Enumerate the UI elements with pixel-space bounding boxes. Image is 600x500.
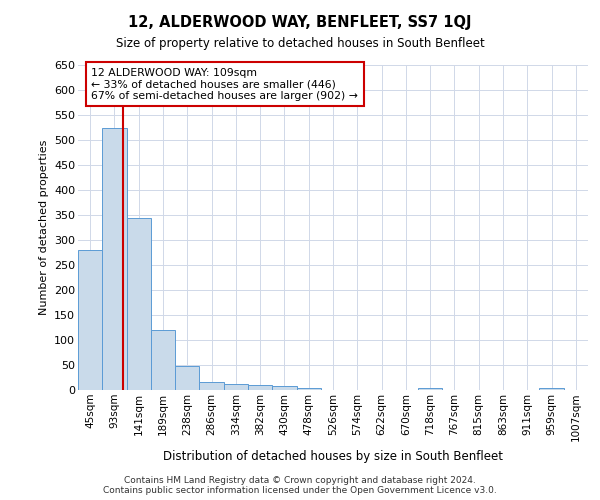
Text: Size of property relative to detached houses in South Benfleet: Size of property relative to detached ho…: [116, 38, 484, 51]
Bar: [151, 330, 175, 390]
Bar: [224, 384, 248, 390]
Bar: [272, 386, 296, 390]
Bar: [127, 218, 151, 390]
Bar: [248, 385, 272, 390]
Text: 12 ALDERWOOD WAY: 109sqm
← 33% of detached houses are smaller (446)
67% of semi-: 12 ALDERWOOD WAY: 109sqm ← 33% of detach…: [91, 68, 358, 100]
X-axis label: Distribution of detached houses by size in South Benfleet: Distribution of detached houses by size …: [163, 450, 503, 462]
Bar: [539, 388, 564, 390]
Bar: [78, 250, 102, 390]
Bar: [102, 128, 127, 390]
Bar: [199, 382, 224, 390]
Text: 12, ALDERWOOD WAY, BENFLEET, SS7 1QJ: 12, ALDERWOOD WAY, BENFLEET, SS7 1QJ: [128, 15, 472, 30]
Bar: [418, 388, 442, 390]
Bar: [296, 388, 321, 390]
Bar: [175, 366, 199, 390]
Y-axis label: Number of detached properties: Number of detached properties: [38, 140, 49, 315]
Text: Contains HM Land Registry data © Crown copyright and database right 2024.
Contai: Contains HM Land Registry data © Crown c…: [103, 476, 497, 495]
